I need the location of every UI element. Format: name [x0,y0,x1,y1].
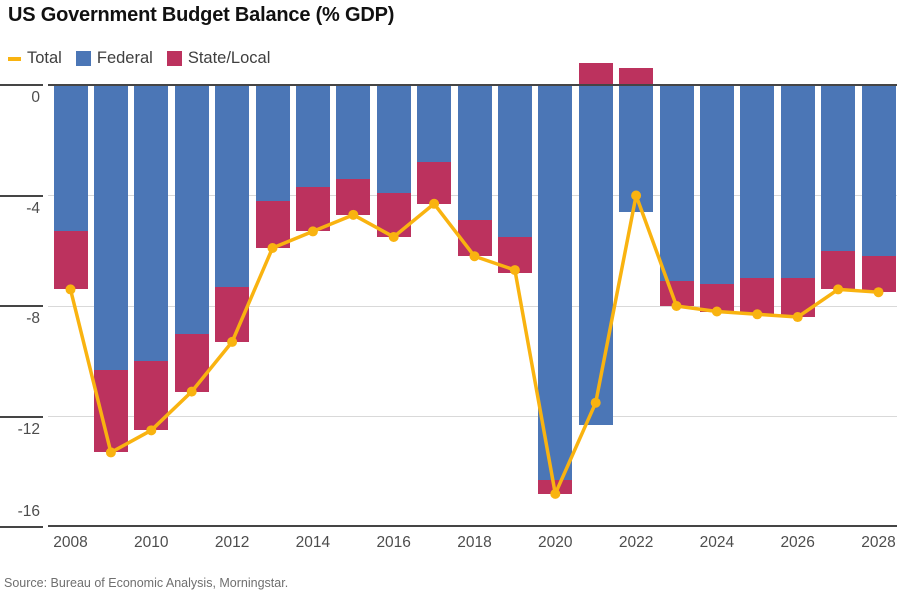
federal-bar-2023 [659,85,694,282]
state-local-bar-2025 [740,278,775,315]
source-note: Source: Bureau of Economic Analysis, Mor… [4,576,289,590]
y-axis-tick [0,84,43,86]
state-local-bar-2027 [821,250,856,290]
total-line-marker-icon [8,56,21,61]
federal-bar-2025 [740,85,775,279]
total-point-2028 [873,287,884,298]
federal-bar-2018 [457,85,492,221]
federal-bar-2017 [417,85,452,163]
legend-item-total: Total [8,49,62,68]
total-point-2020 [550,488,561,499]
chart-title: US Government Budget Balance (% GDP) [8,4,395,26]
legend-label-federal: Federal [96,49,153,67]
y-axis-label: -8 [26,310,40,327]
federal-bar-2016 [376,85,411,193]
federal-bar-2021 [578,85,613,425]
total-point-2021 [590,397,601,408]
x-axis-label: 2028 [861,534,896,551]
state-local-bar-2008 [53,231,88,290]
total-point-2011 [186,386,197,397]
x-axis-label: 2018 [457,534,492,551]
x-axis-label: 2014 [295,534,331,551]
plot-area: 2008 2010 2012 2014 2016 2018 2020 2022 2024 2026… [48,62,897,551]
total-point-2014 [307,226,318,237]
total-point-2009 [105,447,116,458]
y-axis-tick [0,415,43,418]
x-axis-label: 2022 [618,534,654,551]
state-local-bar-2028 [861,256,896,293]
y-axis-tick [0,305,43,307]
legend-label-total: Total [27,49,62,67]
x-axis-label: 2024 [699,534,735,551]
federal-bar-2011 [174,85,209,334]
x-axis-label: 2026 [780,534,815,551]
total-point-2010 [146,425,157,436]
state-local-bar-2017 [417,162,452,204]
state-local-bar-2014 [295,187,330,232]
total-point-2013 [267,242,278,253]
legend: Total Federal State/Local [8,49,270,68]
y-axis-tick [0,526,43,528]
state-local-bar-2013 [255,201,290,248]
federal-bar-2020 [538,85,573,481]
federal-bar-2028 [861,85,896,257]
federal-bar-2013 [255,85,290,202]
total-point-2018 [469,251,480,262]
y-axis-label: -12 [17,420,40,438]
federal-bar-2024 [699,85,734,284]
total-point-2027 [833,284,844,295]
x-axis-label: 2016 [376,534,411,551]
total-point-2019 [509,265,520,276]
total-point-2022 [631,190,642,201]
federal-bar-2012 [215,85,250,287]
y-axis-tick [0,194,43,197]
y-axis-label: 0 [31,89,40,106]
total-point-2016 [388,231,399,242]
x-axis-label: 2020 [538,534,573,551]
legend-label-state-local: State/Local [187,49,271,67]
x-axis-label: 2008 [53,534,88,551]
federal-bar-2008 [53,85,88,232]
federal-swatch-icon [75,51,91,66]
x-axis-label: 2012 [214,534,250,551]
federal-bar-2027 [821,85,856,251]
x-axis-label: 2010 [134,534,169,551]
total-point-2012 [227,336,238,347]
total-line [65,190,884,499]
federal-bar-2014 [295,85,330,188]
state-local-bar-2015 [336,178,371,215]
y-axis: 0 -4 -8 -12 -16 [0,84,43,528]
legend-item-federal: Federal [75,49,153,68]
total-point-2023 [671,301,682,311]
state-local-bar-2022 [619,68,654,85]
total-point-2025 [752,309,763,320]
y-axis-label: -4 [26,199,40,217]
federal-bar-2010 [134,85,169,362]
state-local-bar-2021 [578,62,613,85]
legend-item-state-local: State/Local [166,49,271,68]
total-point-2015 [348,209,359,220]
state-local-bar-2011 [174,333,209,392]
total-point-2024 [711,306,722,317]
federal-bar-2026 [780,85,815,279]
state-local-swatch-icon [166,51,182,66]
total-point-2026 [792,312,803,323]
y-axis-label: -16 [17,503,40,520]
gridline [48,305,897,307]
gridline [48,416,897,417]
federal-bar-2015 [336,85,371,179]
federal-bar-2009 [93,85,128,370]
x-axis-line [48,525,897,527]
total-point-2017 [429,198,440,209]
total-point-2008 [65,284,76,295]
federal-bar-2019 [497,85,532,237]
zero-axis-line [48,84,897,86]
state-local-bar-2018 [457,220,492,257]
